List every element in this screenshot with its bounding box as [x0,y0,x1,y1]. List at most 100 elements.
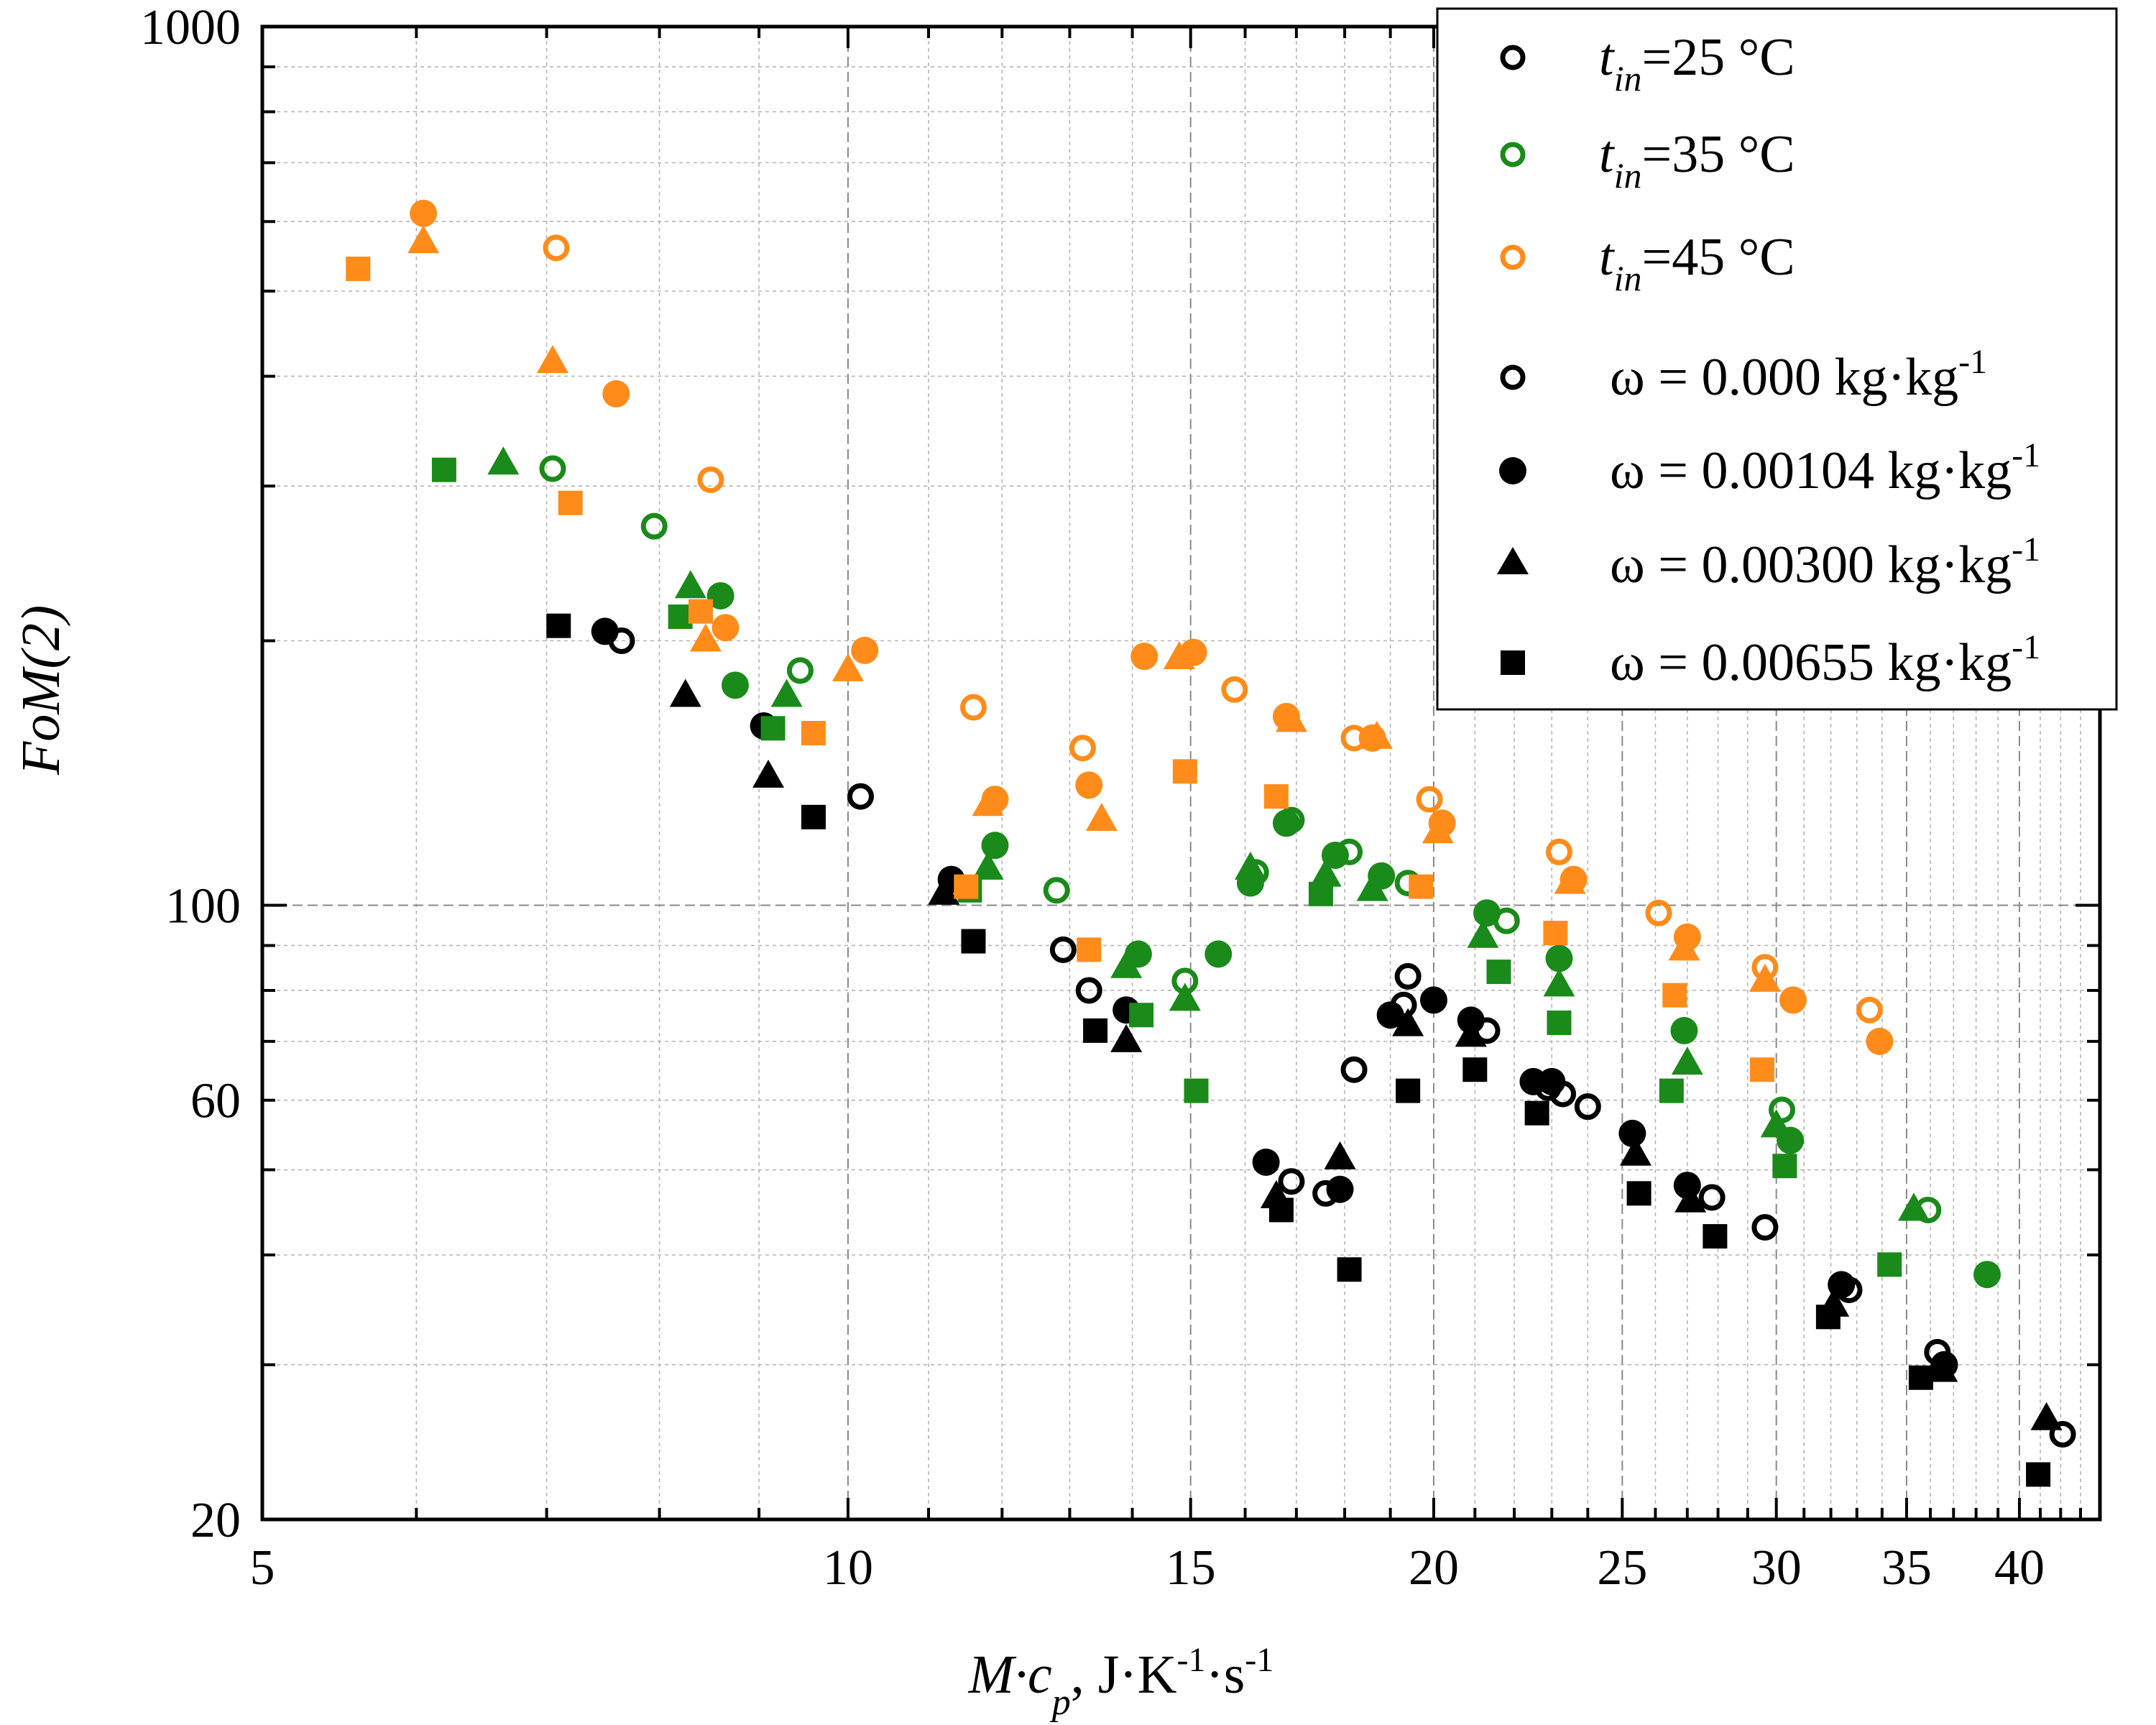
data-point-triangle [1455,1018,1487,1047]
data-point-square [1462,1057,1488,1082]
data-point-circle-open [697,466,724,493]
data-point-circle-open [1751,1214,1779,1241]
data-point-triangle [407,225,440,254]
data-point-circle-open [543,234,570,262]
data-point-square [688,599,713,624]
data-point-square [1703,1224,1728,1249]
data-point-triangle [669,678,701,707]
legend: tin=25 °C tin=35 °C tin=45 °C ω = 0.000 … [1436,7,2118,711]
data-point-triangle [1467,919,1499,948]
data-point-circle [1618,1119,1646,1147]
data-point-triangle [487,446,520,475]
data-point-square [1626,1181,1651,1206]
data-point-square [801,804,826,829]
data-point-circle-open [1645,899,1672,926]
data-point-triangle [1926,1353,1958,1382]
data-point-square [1263,784,1289,809]
data-point-square [1077,937,1102,962]
data-point-circle-open [1221,676,1248,703]
data-point-triangle [1422,815,1454,844]
legend-marker-omega-00300 [1497,547,1529,574]
data-point-circle [1670,1016,1698,1044]
x-axis-title-main: M·c [968,1644,1052,1705]
x-axis-title-sup2: -1 [1245,1641,1273,1679]
x-axis-ticks: 5 10 15 20 25 30 35 40 [250,27,2101,1596]
x-tick-label: 10 [823,1540,873,1596]
legend-label-45c: tin=45 °C [1599,228,1795,298]
data-point-square [346,257,371,282]
x-tick-label: 35 [1881,1540,1932,1596]
data-point-circle [591,617,619,645]
data-point-circle [410,199,438,227]
data-point-circle [721,671,749,699]
data-point-circle [602,380,630,408]
data-point-square [1543,921,1568,946]
x-tick-label: 5 [250,1540,275,1596]
data-point-triangle [770,678,803,707]
x-axis-title: M·cp, J·K-1·s-1 [968,1641,1274,1723]
data-point-circle-open [1545,838,1572,865]
data-point-square [1486,960,1511,985]
data-point-circle [1419,986,1447,1014]
legend-label-omega-000: ω = 0.000 kg·kg-1 [1610,343,1987,407]
data-point-triangle [1360,720,1393,749]
data-point-triangle [1169,983,1201,1011]
data-point-circle [1538,1067,1566,1095]
data-point-square [431,457,456,482]
x-axis-title-unit: , J·K [1071,1644,1177,1705]
data-point-triangle [1110,1024,1143,1052]
data-point-square [558,490,583,515]
data-points [346,199,2076,1487]
data-point-square [1749,1057,1774,1082]
y-tick-label: 20 [190,1493,241,1548]
data-point-triangle [1554,865,1586,894]
data-point-circle-open [1075,977,1102,1004]
data-point-circle-open [539,455,566,482]
data-point-circle [1321,841,1349,869]
data-point-triangle [1275,704,1307,732]
y-tick-label: 60 [190,1074,241,1129]
data-point-square [2026,1462,2051,1487]
data-point-triangle [752,759,785,788]
data-point-square [760,716,786,741]
legend-marker-25c [1500,45,1526,70]
legend-marker-omega-000 [1500,364,1526,390]
data-point-triangle [1356,873,1388,901]
data-point-circle-open [1574,1093,1601,1121]
data-point-square [1815,1305,1841,1330]
data-point-circle [1376,1001,1404,1029]
data-point-triangle [831,653,864,681]
data-point-triangle [1671,1046,1703,1075]
legend-label-omega-00104: ω = 0.00104 kg·kg-1 [1610,436,2040,500]
legend-marker-35c [1500,142,1526,167]
data-point-square [801,721,826,746]
data-point-circle-open [1698,1184,1726,1211]
data-point-circle [1779,986,1807,1014]
data-point-circle [1204,940,1233,968]
x-tick-label: 20 [1409,1540,1459,1596]
data-point-square [1172,759,1197,784]
x-axis-title-unit2: ·s [1205,1644,1245,1705]
data-point-square [1659,1078,1684,1103]
data-point-square [1547,1010,1572,1035]
legend-marker-45c [1500,244,1526,270]
y-tick-label: 100 [165,879,241,934]
data-point-circle [1545,944,1573,972]
data-point-circle [1272,809,1300,837]
data-point-circle-open [1856,996,1883,1024]
data-point-square [1129,1003,1154,1028]
data-point-square [1662,983,1687,1008]
data-point-square [1337,1257,1362,1282]
data-point-circle [981,832,1009,860]
data-point-triangle [536,344,568,373]
legend-label-35c: tin=35 °C [1599,125,1795,196]
data-point-square [1524,1100,1549,1126]
data-point-square [1268,1197,1294,1223]
data-point-circle [1866,1027,1894,1055]
data-point-circle [706,581,734,610]
y-axis-title: FoM(2) [11,605,71,776]
data-point-triangle [2030,1402,2063,1430]
legend-label-omega-00655: ω = 0.00655 kg·kg-1 [1610,628,2040,692]
data-point-square [1396,1078,1421,1103]
data-point-circle [851,636,879,664]
